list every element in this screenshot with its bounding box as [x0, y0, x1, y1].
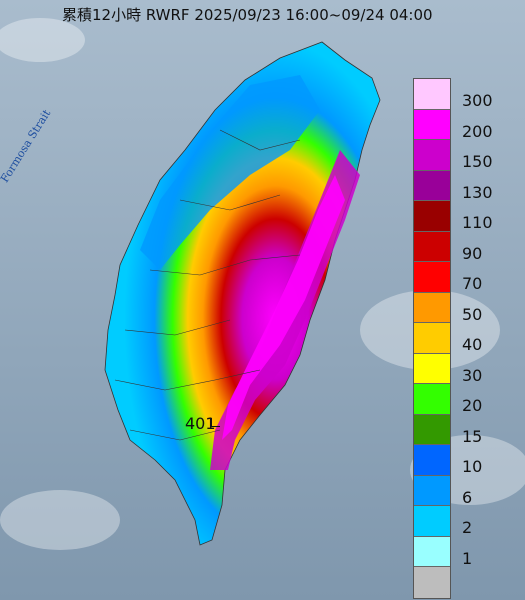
- extreme-rain-core: [222, 175, 345, 440]
- legend-swatch: [414, 506, 450, 537]
- legend-swatch: [414, 201, 450, 232]
- legend-level-label: 6: [462, 487, 473, 507]
- legend-swatch: [414, 353, 450, 384]
- legend-swatch: [414, 536, 450, 567]
- taiwan-island: [104, 41, 381, 546]
- max-rainfall-marker: [211, 418, 220, 427]
- legend-swatch: [414, 567, 450, 598]
- legend-level-label: 20: [462, 396, 483, 415]
- county-boundaries: [114, 129, 301, 441]
- legend-level-label: 150: [462, 152, 493, 171]
- legend-level-label: 130: [462, 182, 493, 202]
- map-title: 累積12小時 RWRF 2025/09/23 16:00~09/24 04:00: [62, 6, 433, 24]
- legend-swatch: [414, 231, 450, 262]
- legend-level-label: 2: [462, 518, 473, 537]
- cloud-texture: [0, 18, 525, 550]
- legend-level-label: 200: [462, 121, 493, 141]
- legend-swatch: [414, 475, 450, 506]
- legend-swatch: [414, 323, 450, 354]
- legend-level-label: 70: [462, 274, 483, 293]
- legend-level-label: 15: [462, 426, 483, 446]
- legend-level-label: 90: [462, 243, 483, 263]
- legend-swatch: [414, 292, 450, 323]
- legend-swatch: [414, 170, 450, 201]
- legend-level-label: 300: [462, 91, 493, 110]
- max-rainfall-label: 401: [185, 414, 216, 433]
- legend-level-label: 30: [462, 365, 483, 385]
- legend-level-label: 40: [462, 335, 483, 354]
- north-blue-area: [140, 75, 320, 270]
- legend-level-label: 110: [462, 213, 493, 232]
- legend-level-label: 50: [462, 304, 483, 324]
- legend-level-label: 10: [462, 457, 483, 476]
- legend-swatch: [414, 445, 450, 476]
- rainfall-legend: [413, 78, 451, 599]
- legend-swatch: [414, 109, 450, 140]
- legend-level-label: 1: [462, 548, 473, 568]
- legend-swatch: [414, 262, 450, 293]
- legend-swatch: [414, 414, 450, 445]
- legend-labels: 300 200 150 130 110 90 70 50 40 30 20 15 10 6 2 1: [462, 93, 493, 581]
- legend-swatch: [414, 384, 450, 415]
- legend-swatch: [414, 79, 450, 110]
- legend-swatch: [414, 140, 450, 171]
